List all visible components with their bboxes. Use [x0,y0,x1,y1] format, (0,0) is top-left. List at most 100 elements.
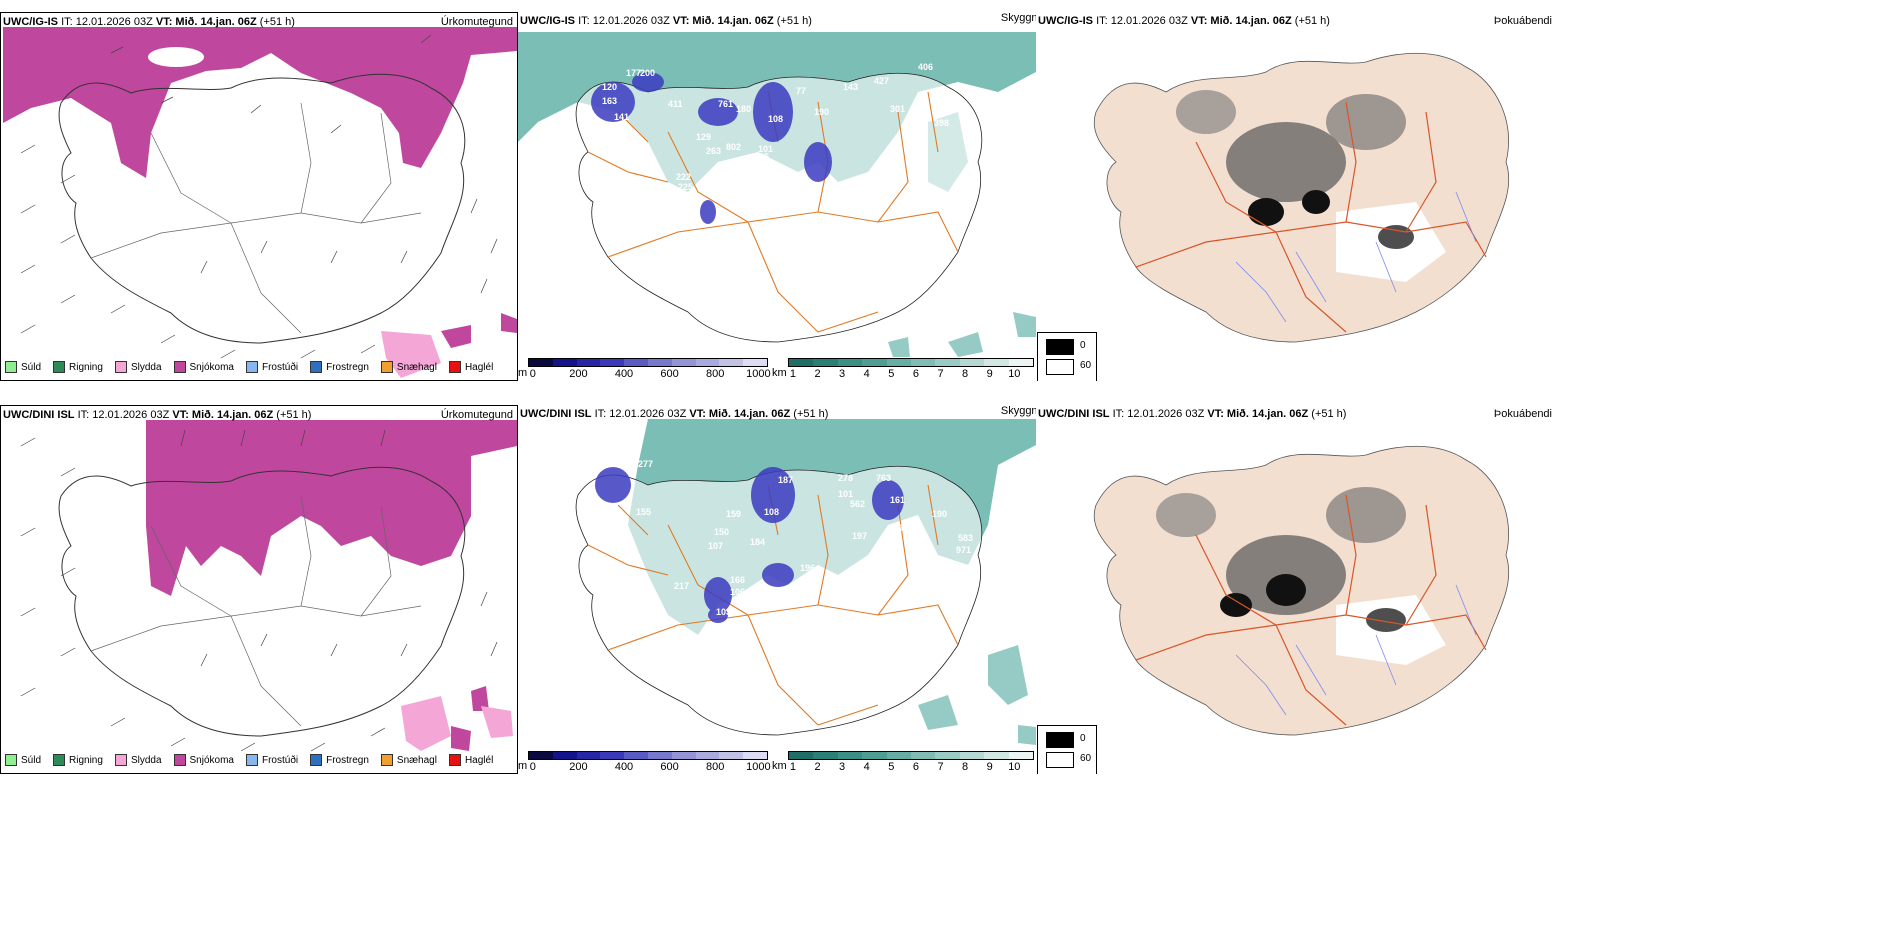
fog-key-label: 60 [1080,753,1092,764]
cloud-label: 335 [754,152,769,162]
cloud-label: 120 [602,82,617,92]
iceland-outline-ig [58,73,466,344]
legend-item: Frostúði [245,754,298,766]
rivers-fog-dini [1235,584,1477,716]
legend-swatch [310,754,323,766]
cloud-label: 167 [718,214,733,224]
panel-title: Þokuábendi [1493,15,1552,27]
tick-label: 3 [839,761,846,773]
legend-item: Frostúði [245,361,298,373]
tick-label: 7 [937,368,944,380]
cloud-label: 190 [814,107,829,117]
fog-map-ig [1093,52,1510,343]
precip-map-dini [20,420,517,752]
roads-ig [90,102,422,334]
cloud-label: 107 [708,541,723,551]
legend-swatch [114,361,127,373]
colorbar-fill [788,751,1034,760]
fog-map-dini [1093,445,1510,736]
tick-label: 8 [962,368,969,380]
iceland-outline-dini [58,466,466,737]
visibility-colorbar: km 1 2 3 4 5 6 7 8 9 10 [772,358,1034,381]
legend-item: Frostregn [310,754,369,766]
cloud-label: 106 [730,587,745,597]
legend-item: Snjókoma [173,754,234,766]
colorbar-ticks: 0 200 400 600 800 1000 [528,760,771,774]
panel-title: Skyggni [1000,12,1036,24]
cloud-label: 101 [758,144,773,154]
legend-swatch [448,361,461,373]
cloud-label: 77 [796,86,806,96]
cloud-label: 301 [890,104,905,114]
legend-item: Rigning [53,361,103,373]
tick-label: 800 [706,761,725,773]
legend-item: Rigning [53,754,103,766]
cloud-label: 141 [614,112,629,122]
wind-barbs-ig [20,34,498,359]
panel-header: UWC/DINI ISL IT: 12.01.2026 03Z VT: Mið.… [3,409,312,421]
cloud-label: 277 [638,459,653,469]
cloud-label: 763 [876,473,891,483]
fog-key-swatch [1046,732,1074,748]
cloud-label: 161 [890,495,905,505]
tick-label: 1000 [746,368,771,380]
legend-item: Slydda [114,361,162,373]
cloud-label: 166 [730,575,745,585]
fog-key: 0 60 [1037,725,1097,774]
fog-panel-ig: UWC/IG-IS IT: 12.01.2026 03Z VT: Mið. 14… [1036,12,1556,381]
tick-label: 200 [569,368,588,380]
sleet-patch-se-ig [381,331,441,378]
legend-swatch [173,754,186,766]
legend-swatch [53,754,66,766]
cloud-label: 278 [838,473,853,483]
fog-shading-dini [1156,487,1446,665]
tick-label: 10 [1008,761,1021,773]
fog-key-label: 0 [1080,733,1086,744]
legend-swatch [380,361,393,373]
cloud-label: 159 [726,509,741,519]
precip-type-panel-dini: UWC/DINI ISL IT: 12.01.2026 03Z VT: Mið.… [0,405,518,774]
tick-label: 5 [888,761,895,773]
colorbar-fill [788,358,1034,367]
legend-swatch [380,754,393,766]
legend-swatch [245,361,258,373]
cloud-label: 180 [736,104,751,114]
visibility-panel-ig: 177 200 120 163 141 411 761 180 129 263 … [518,12,1036,381]
tick-label: 3 [839,368,846,380]
cloud-base-colorbar: m 0 200 400 600 800 1000 [518,751,771,774]
legend-item: Súld [5,754,41,766]
panel-header: UWC/DINI ISL IT: 12.01.2026 03Z VT: Mið.… [520,408,829,420]
cloud-label: 411 [668,99,683,109]
cloud-label: 177 [626,68,641,78]
panel-header: UWC/DINI ISL IT: 12.01.2026 03Z VT: Mið.… [1038,408,1347,420]
tick-label: 2 [814,368,821,380]
fog-key: 0 60 [1037,332,1097,381]
legend-swatch [5,754,17,766]
cloud-label: 103 [716,607,731,617]
cloud-label: 583 [958,533,973,543]
fog-panel-dini: UWC/DINI ISL IT: 12.01.2026 03Z VT: Mið.… [1036,405,1556,774]
tick-label: 10 [1008,368,1021,380]
tick-label: 6 [912,368,919,380]
colorbar-fill [528,751,768,760]
legend-swatch [448,754,461,766]
cloud-label: 200 [640,68,655,78]
cloud-label: 217 [674,581,689,591]
colorbar-ticks: 1 2 3 4 5 6 7 8 9 10 [788,367,1034,381]
tick-label: 600 [660,368,679,380]
cloud-label: 263 [706,146,721,156]
cloud-label: 101 [838,489,853,499]
tick-label: 0 [529,368,536,380]
tick-label: 8 [962,761,969,773]
panel-title: Úrkomutegund [440,409,513,421]
cloud-label: 152 [772,592,787,602]
iceland-outline-vis-dini [575,465,982,736]
tick-label: 600 [660,761,679,773]
tick-label: 800 [706,368,725,380]
vis-unit: km [772,367,787,379]
cloud-label: 196 [800,563,815,573]
colorbar-ticks: 1 2 3 4 5 6 7 8 9 10 [788,760,1034,774]
tick-label: 1 [789,368,796,380]
cloud-label: 222 [676,172,691,182]
roads-fog-dini [1135,494,1487,726]
